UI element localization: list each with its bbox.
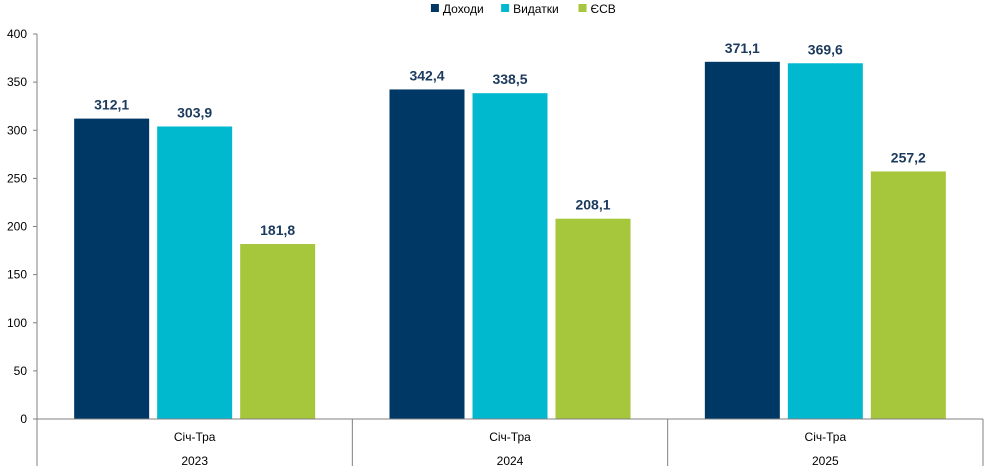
- legend-swatch: [501, 4, 510, 12]
- x-year-label: 2023: [181, 454, 208, 468]
- bar-1-2023: [74, 118, 150, 419]
- x-period-label: Січ-Тра: [805, 430, 847, 444]
- data-label: 338,5: [492, 71, 527, 87]
- data-label: 369,6: [808, 41, 843, 57]
- y-tick-label: 350: [7, 75, 27, 89]
- legend-item: Доходи: [430, 2, 484, 16]
- legend-label: Видатки: [513, 2, 559, 16]
- y-tick-label: 250: [7, 171, 27, 185]
- bar-3-2023: [240, 244, 316, 419]
- legend-swatch: [430, 4, 439, 12]
- data-label: 371,1: [725, 40, 760, 56]
- bar-2-2024: [472, 93, 548, 419]
- data-label: 312,1: [94, 97, 129, 113]
- data-label: 181,8: [260, 222, 295, 238]
- bars: [74, 61, 946, 419]
- y-tick-label: 150: [7, 268, 27, 282]
- bar-2-2025: [787, 63, 863, 419]
- x-period-label: Січ-Тра: [174, 430, 216, 444]
- data-label: 303,9: [177, 104, 212, 120]
- y-tick-label: 0: [20, 412, 27, 426]
- legend-label: ЄСВ: [591, 2, 616, 16]
- data-label: 208,1: [575, 197, 610, 213]
- y-tick-label: 400: [7, 27, 27, 41]
- x-axis: Січ-Тра 2023 Січ-Тра 2024 Січ-Тра 2025: [36, 418, 984, 468]
- bar-2-2023: [157, 126, 233, 419]
- bar-3-2024: [555, 218, 631, 419]
- data-label: 342,4: [409, 67, 444, 83]
- x-period-label: Січ-Тра: [489, 430, 531, 444]
- x-year-label: 2025: [812, 454, 839, 468]
- legend-item: Видатки: [501, 2, 559, 16]
- data-labels: 312,1 303,9 181,8 342,4 338,5 208,1 371,1 369,6…: [94, 40, 926, 238]
- bar-3-2025: [870, 171, 946, 419]
- legend-label: Доходи: [443, 2, 484, 16]
- data-label: 257,2: [891, 149, 926, 165]
- legend: Доходи Видатки ЄСВ: [430, 2, 616, 16]
- legend-swatch: [578, 4, 587, 12]
- y-tick-label: 50: [14, 364, 28, 378]
- bar-1-2024: [389, 89, 465, 419]
- y-tick-label: 300: [7, 123, 27, 137]
- y-tick-label: 100: [7, 316, 27, 330]
- x-year-label: 2024: [497, 454, 524, 468]
- legend-item: ЄСВ: [578, 2, 616, 16]
- bar-1-2025: [704, 61, 780, 419]
- y-axis: 0 50 100 150 200 250 300 350 400: [7, 27, 38, 426]
- y-tick-label: 200: [7, 220, 27, 234]
